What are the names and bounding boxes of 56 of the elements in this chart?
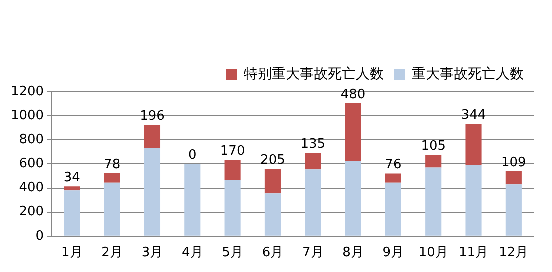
bar	[224, 180, 241, 236]
y-tick-label: 600	[19, 156, 44, 172]
x-tick-label: 8月	[342, 246, 364, 261]
x-tick-label: 5月	[222, 246, 244, 261]
bar	[466, 165, 482, 236]
y-tick-label: 1200	[10, 84, 44, 100]
bar	[224, 160, 241, 180]
bar	[466, 124, 482, 166]
data-label: 105	[421, 139, 446, 154]
x-tick-label: 9月	[382, 246, 404, 261]
x-tick-label: 7月	[302, 246, 324, 261]
bar	[144, 124, 161, 149]
bar	[104, 173, 120, 183]
data-label: 76	[385, 158, 402, 173]
x-tick-label: 4月	[182, 246, 204, 261]
data-label: 205	[260, 152, 286, 168]
bar	[426, 155, 442, 168]
bar	[64, 190, 80, 236]
data-label: 196	[140, 108, 165, 124]
bar	[506, 184, 522, 236]
legend-label: 重大事故死亡人数	[412, 66, 524, 83]
bar	[345, 161, 362, 236]
y-tick-label: 1000	[10, 108, 44, 124]
data-label: 344	[461, 108, 486, 123]
bar	[184, 164, 201, 236]
bar	[144, 148, 161, 236]
x-tick-label: 11月	[458, 246, 489, 261]
bar	[385, 174, 402, 183]
bar	[305, 153, 322, 170]
x-tick-label: 2月	[102, 246, 123, 261]
data-label: 135	[300, 137, 326, 152]
y-tick-label: 800	[19, 132, 44, 148]
data-label: 480	[340, 87, 366, 102]
data-label: 109	[502, 155, 526, 170]
bar	[345, 103, 362, 162]
x-tick-label: 12月	[499, 246, 529, 261]
bar	[104, 182, 120, 236]
bar	[264, 169, 281, 194]
bar	[305, 170, 322, 236]
data-label: 170	[220, 144, 246, 159]
x-tick-label: 3月	[142, 246, 164, 261]
bar	[426, 168, 442, 236]
legend-label: 特别重大事故死亡人数	[244, 66, 384, 83]
y-tick-label: 200	[19, 204, 44, 220]
x-tick-label: 6月	[262, 246, 284, 261]
y-tick-label: 0	[36, 228, 44, 244]
data-label: 34	[64, 170, 80, 186]
y-tick-label: 400	[19, 180, 44, 196]
bar	[264, 194, 281, 236]
x-tick-label: 10月	[418, 246, 448, 261]
data-label: 78	[104, 157, 121, 172]
bar	[385, 182, 402, 236]
bar	[506, 172, 522, 185]
x-tick-label: 1月	[62, 246, 83, 261]
data-label: 0	[188, 148, 197, 164]
bar	[64, 186, 80, 191]
